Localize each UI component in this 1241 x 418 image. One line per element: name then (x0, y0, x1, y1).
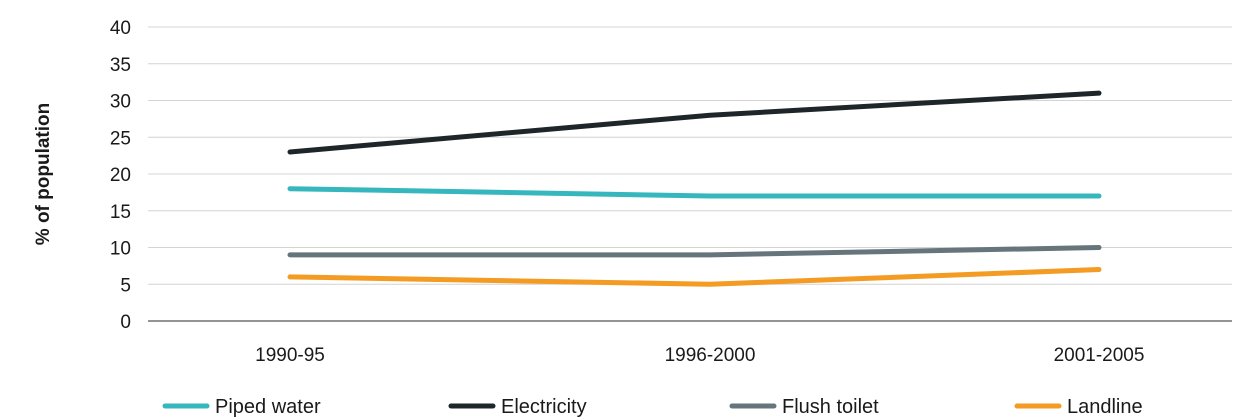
y-tick-label: 5 (120, 275, 131, 296)
y-tick-label: 35 (110, 55, 131, 76)
series-line-landline (287, 267, 1102, 287)
legend-label: Piped water (215, 396, 321, 418)
x-tick-label: 1990-95 (255, 345, 325, 366)
y-tick-label: 40 (110, 18, 131, 39)
x-tick-label: 1996-2000 (665, 345, 756, 366)
x-axis-ticks: 1990-95 1996-2000 2001-2005 (255, 345, 1144, 366)
legend: Piped water Electricity Flush toilet Landli… (162, 396, 1143, 418)
series-line-flush-toilet (287, 245, 1102, 258)
y-tick-label: 0 (120, 312, 131, 333)
y-tick-label: 30 (110, 92, 131, 113)
x-tick-label: 2001-2005 (1054, 345, 1145, 366)
legend-label: Landline (1067, 396, 1143, 418)
series-line-electricity (287, 90, 1102, 155)
y-tick-label: 20 (110, 165, 131, 186)
y-tick-label: 25 (110, 128, 131, 149)
series-lines (287, 90, 1102, 287)
series-line-piped-water (287, 186, 1102, 199)
y-tick-label: 10 (110, 239, 131, 260)
y-axis-title: % of population (33, 103, 54, 245)
legend-label: Flush toilet (782, 396, 879, 418)
legend-label: Electricity (501, 396, 587, 418)
gridlines (148, 26, 1232, 285)
y-tick-label: 15 (110, 202, 131, 223)
y-axis-ticks: 0 5 10 15 20 25 30 35 40 (110, 18, 131, 333)
